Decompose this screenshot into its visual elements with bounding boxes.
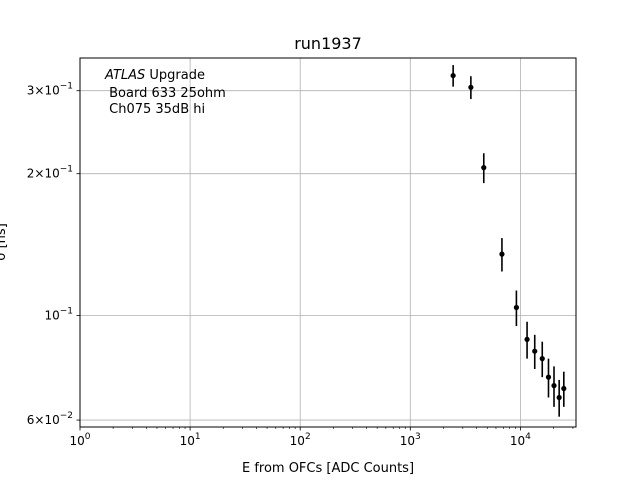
data-point bbox=[532, 348, 538, 354]
x-tick-label: 102 bbox=[290, 432, 311, 448]
grid-layer bbox=[79, 58, 576, 427]
data-point bbox=[513, 304, 519, 311]
x-tick-label: 104 bbox=[510, 432, 531, 448]
data-point bbox=[539, 356, 545, 362]
data-point bbox=[545, 374, 552, 380]
annotation-upgrade: Upgrade bbox=[145, 68, 205, 83]
x-tick-label: 100 bbox=[69, 432, 90, 448]
y-tick-label: 10−1 bbox=[44, 307, 73, 323]
y-tick-label: 3×10−1 bbox=[27, 82, 73, 98]
x-tick-label: 103 bbox=[400, 432, 421, 448]
chart-title: run1937 bbox=[294, 34, 362, 53]
x-tick-label: 101 bbox=[180, 432, 201, 448]
plot-frame bbox=[79, 57, 577, 428]
data-point bbox=[561, 385, 567, 392]
x-axis-label: E from OFCs [ADC Counts] bbox=[242, 461, 414, 476]
annotation-line-2: Board 633 25ohm bbox=[105, 86, 226, 101]
data-layer bbox=[450, 65, 567, 417]
data-point bbox=[468, 84, 474, 90]
data-point bbox=[556, 394, 562, 401]
tick-layer: 100 101 102 103 104 3×10−1 2×10−1 10−1 6×10−2 bbox=[27, 82, 574, 448]
data-point bbox=[481, 165, 487, 171]
annotation-line-3: Ch075 35dB hi bbox=[105, 102, 205, 117]
data-point bbox=[524, 336, 530, 342]
annotation-atlas: ATLAS bbox=[104, 68, 145, 83]
data-point bbox=[551, 383, 557, 389]
y-tick-label: 6×10−2 bbox=[27, 411, 73, 427]
data-point bbox=[499, 251, 505, 257]
y-axis-label: σ [ns] bbox=[0, 223, 9, 261]
annotation-line-1: ATLAS Upgrade bbox=[104, 68, 205, 83]
data-point bbox=[450, 72, 456, 79]
y-tick-label: 2×10−1 bbox=[27, 165, 73, 181]
